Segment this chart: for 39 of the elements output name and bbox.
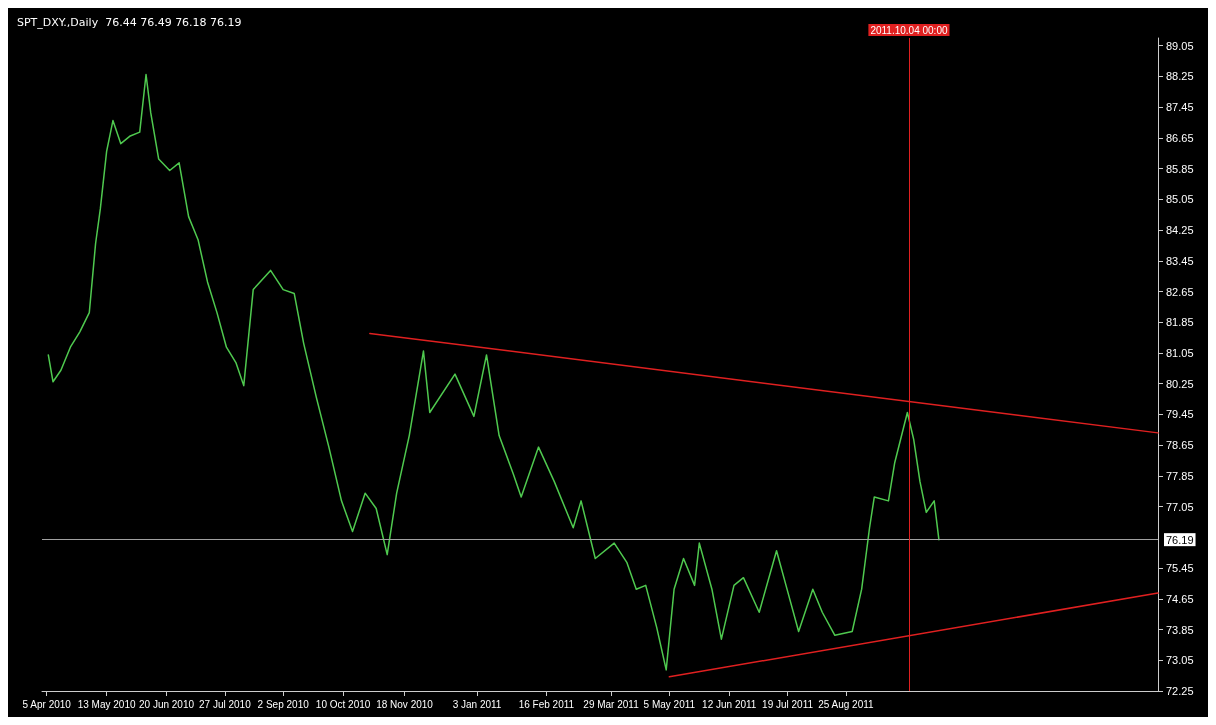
y-tick-label: 85.05 <box>1166 193 1194 206</box>
y-tick-label: 88.25 <box>1166 70 1194 83</box>
x-tick-label: 5 Apr 2010 <box>22 698 72 710</box>
y-tick-label: 81.85 <box>1166 316 1194 329</box>
y-tick-label: 72.25 <box>1166 685 1194 697</box>
x-tick-label: 12 Jun 2011 <box>702 698 757 710</box>
x-tick-label: 18 Nov 2010 <box>376 698 434 710</box>
x-tick-label: 2 Sep 2010 <box>257 698 310 710</box>
x-tick-label: 27 Jul 2010 <box>198 698 252 710</box>
y-tick-label: 74.65 <box>1166 592 1194 605</box>
y-tick-label: 77.05 <box>1166 500 1194 513</box>
x-tick-label: 13 May 2010 <box>77 698 136 710</box>
x-tick-label: 25 Aug 2011 <box>818 698 875 710</box>
y-tick-label: 78.65 <box>1166 439 1194 452</box>
y-tick-label: 81.05 <box>1166 346 1194 359</box>
chart-title: SPT_DXY.,Daily 76.44 76.49 76.18 76.19 <box>17 16 242 29</box>
y-tick-label: 82.65 <box>1166 285 1194 298</box>
x-tick-label: 20 Jun 2010 <box>138 698 195 710</box>
ref-line-label: 76.19 <box>1166 533 1194 546</box>
y-tick-label: 86.65 <box>1166 131 1194 144</box>
y-tick-label: 73.85 <box>1166 623 1194 636</box>
y-tick-label: 85.85 <box>1166 162 1194 175</box>
x-tick-label: 3 Jan 2011 <box>452 698 502 710</box>
x-tick-label: 16 Feb 2011 <box>518 698 575 710</box>
y-tick-label: 87.45 <box>1166 101 1194 114</box>
y-tick-label: 83.45 <box>1166 254 1194 267</box>
line-series <box>47 73 940 671</box>
y-tick-label: 75.45 <box>1166 562 1194 575</box>
y-tick-label: 89.05 <box>1166 39 1194 52</box>
ref-line-label: 2011.10.04 00:00 <box>870 24 948 36</box>
y-tick-label: 73.05 <box>1166 654 1194 667</box>
y-tick-label: 84.25 <box>1166 224 1194 237</box>
x-tick-label: 19 Jul 2011 <box>762 698 814 710</box>
y-tick-label: 79.45 <box>1166 408 1194 421</box>
y-tick-label: 77.85 <box>1166 469 1194 482</box>
y-tick-label: 80.25 <box>1166 377 1194 390</box>
x-tick-label: 29 Mar 2011 <box>583 698 640 710</box>
x-tick-label: 5 May 2011 <box>643 698 696 710</box>
x-tick-label: 10 Oct 2010 <box>315 698 371 710</box>
